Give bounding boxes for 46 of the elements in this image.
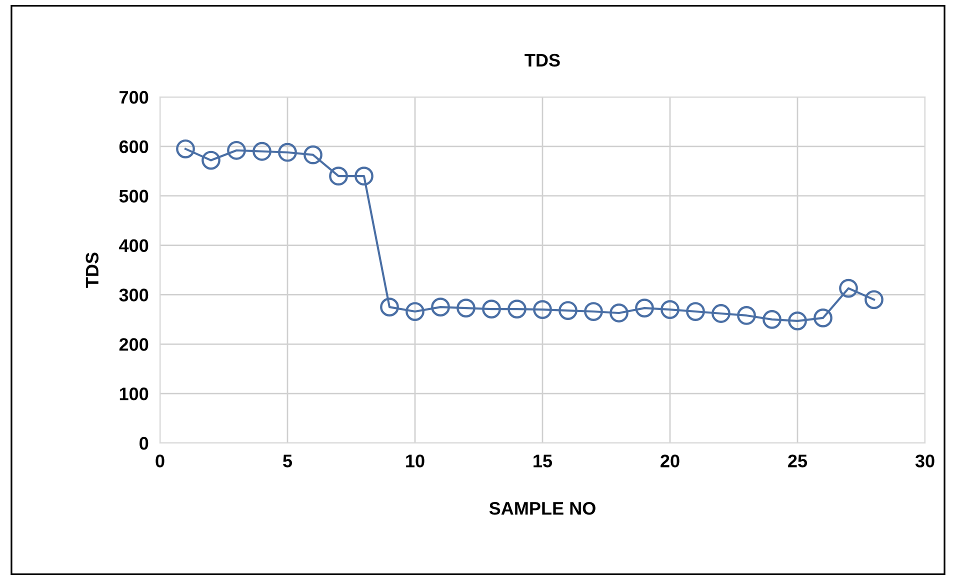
point bbox=[762, 310, 782, 329]
point bbox=[380, 298, 399, 317]
point bbox=[737, 306, 756, 325]
point bbox=[456, 298, 476, 318]
point bbox=[202, 150, 220, 170]
point bbox=[431, 298, 450, 317]
point bbox=[686, 302, 705, 321]
x-tick-label: 25 bbox=[788, 454, 808, 468]
point bbox=[482, 300, 501, 318]
point bbox=[839, 278, 858, 298]
point bbox=[660, 300, 680, 319]
point bbox=[278, 142, 297, 162]
point bbox=[788, 311, 807, 330]
x-tick-label: 0 bbox=[156, 454, 164, 468]
y-tick-label: 200 bbox=[119, 338, 148, 351]
point bbox=[610, 304, 628, 322]
x-tick-label: 5 bbox=[283, 454, 292, 468]
point bbox=[329, 166, 348, 186]
point bbox=[176, 139, 195, 158]
x-tick-label: 20 bbox=[660, 454, 680, 468]
y-tick-label: 400 bbox=[119, 239, 148, 252]
x-tick-label: 10 bbox=[406, 454, 424, 468]
y-tick-label: 0 bbox=[140, 436, 148, 450]
point bbox=[864, 290, 884, 310]
point bbox=[508, 300, 526, 318]
chart-title: TDS bbox=[524, 54, 560, 67]
point bbox=[406, 302, 424, 321]
point bbox=[252, 142, 272, 161]
y-axis-title: TDS bbox=[86, 252, 99, 288]
point bbox=[533, 300, 552, 319]
x-tick-label: 15 bbox=[534, 454, 552, 468]
point bbox=[354, 166, 374, 186]
point bbox=[227, 140, 246, 160]
y-tick-label: 700 bbox=[120, 90, 148, 104]
point bbox=[814, 308, 832, 328]
point bbox=[304, 145, 322, 164]
y-tick-label: 300 bbox=[119, 288, 148, 302]
point bbox=[712, 304, 730, 323]
y-tick-label: 100 bbox=[120, 388, 148, 400]
y-tick-label: 600 bbox=[119, 140, 148, 154]
x-tick-label: 30 bbox=[915, 454, 934, 468]
point bbox=[584, 302, 603, 321]
point bbox=[558, 301, 578, 320]
point bbox=[635, 298, 654, 318]
x-axis-title: SAMPLE NO bbox=[489, 502, 596, 515]
y-tick-label: 500 bbox=[119, 190, 148, 203]
